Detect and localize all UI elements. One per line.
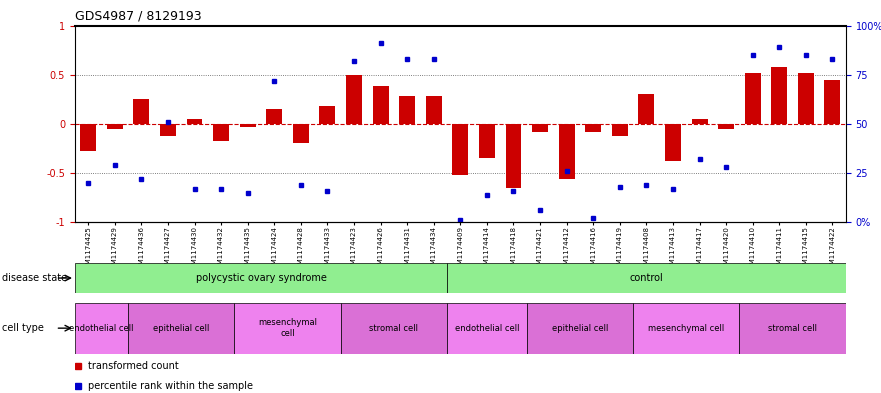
Bar: [75, 263, 447, 293]
Bar: [559, 124, 574, 179]
Bar: [639, 94, 655, 124]
Bar: [479, 124, 495, 158]
Bar: [373, 86, 389, 124]
Bar: [739, 303, 846, 354]
Text: mesenchymal
cell: mesenchymal cell: [258, 318, 317, 338]
Bar: [585, 124, 601, 132]
Bar: [692, 119, 707, 124]
Bar: [665, 124, 681, 161]
Text: transformed count: transformed count: [88, 362, 179, 371]
Bar: [744, 73, 760, 124]
Text: cell type: cell type: [2, 323, 44, 333]
Text: stromal cell: stromal cell: [369, 324, 418, 332]
Bar: [133, 99, 149, 124]
Bar: [611, 124, 628, 136]
Bar: [825, 79, 840, 124]
Bar: [213, 124, 229, 141]
Bar: [320, 106, 336, 124]
Text: disease state: disease state: [2, 273, 67, 283]
Bar: [187, 119, 203, 124]
Bar: [75, 303, 128, 354]
Bar: [341, 303, 447, 354]
Bar: [107, 124, 122, 129]
Text: endothelial cell: endothelial cell: [455, 324, 519, 332]
Bar: [240, 124, 255, 127]
Text: mesenchymal cell: mesenchymal cell: [648, 324, 724, 332]
Bar: [527, 303, 633, 354]
Bar: [772, 67, 788, 124]
Bar: [426, 96, 441, 124]
Bar: [718, 124, 734, 129]
Text: stromal cell: stromal cell: [768, 324, 817, 332]
Bar: [798, 73, 814, 124]
Bar: [128, 303, 234, 354]
Bar: [447, 263, 846, 293]
Text: epithelial cell: epithelial cell: [552, 324, 608, 332]
Bar: [80, 124, 96, 151]
Text: polycystic ovary syndrome: polycystic ovary syndrome: [196, 273, 326, 283]
Bar: [633, 303, 739, 354]
Bar: [234, 303, 341, 354]
Bar: [160, 124, 176, 136]
Bar: [346, 75, 362, 124]
Text: endothelial cell: endothelial cell: [70, 324, 134, 332]
Text: epithelial cell: epithelial cell: [153, 324, 210, 332]
Bar: [292, 124, 309, 143]
Bar: [266, 109, 282, 124]
Bar: [447, 303, 527, 354]
Bar: [399, 96, 415, 124]
Text: GDS4987 / 8129193: GDS4987 / 8129193: [75, 10, 202, 23]
Bar: [532, 124, 548, 132]
Bar: [452, 124, 469, 175]
Text: control: control: [630, 273, 663, 283]
Text: percentile rank within the sample: percentile rank within the sample: [88, 381, 253, 391]
Bar: [506, 124, 522, 187]
